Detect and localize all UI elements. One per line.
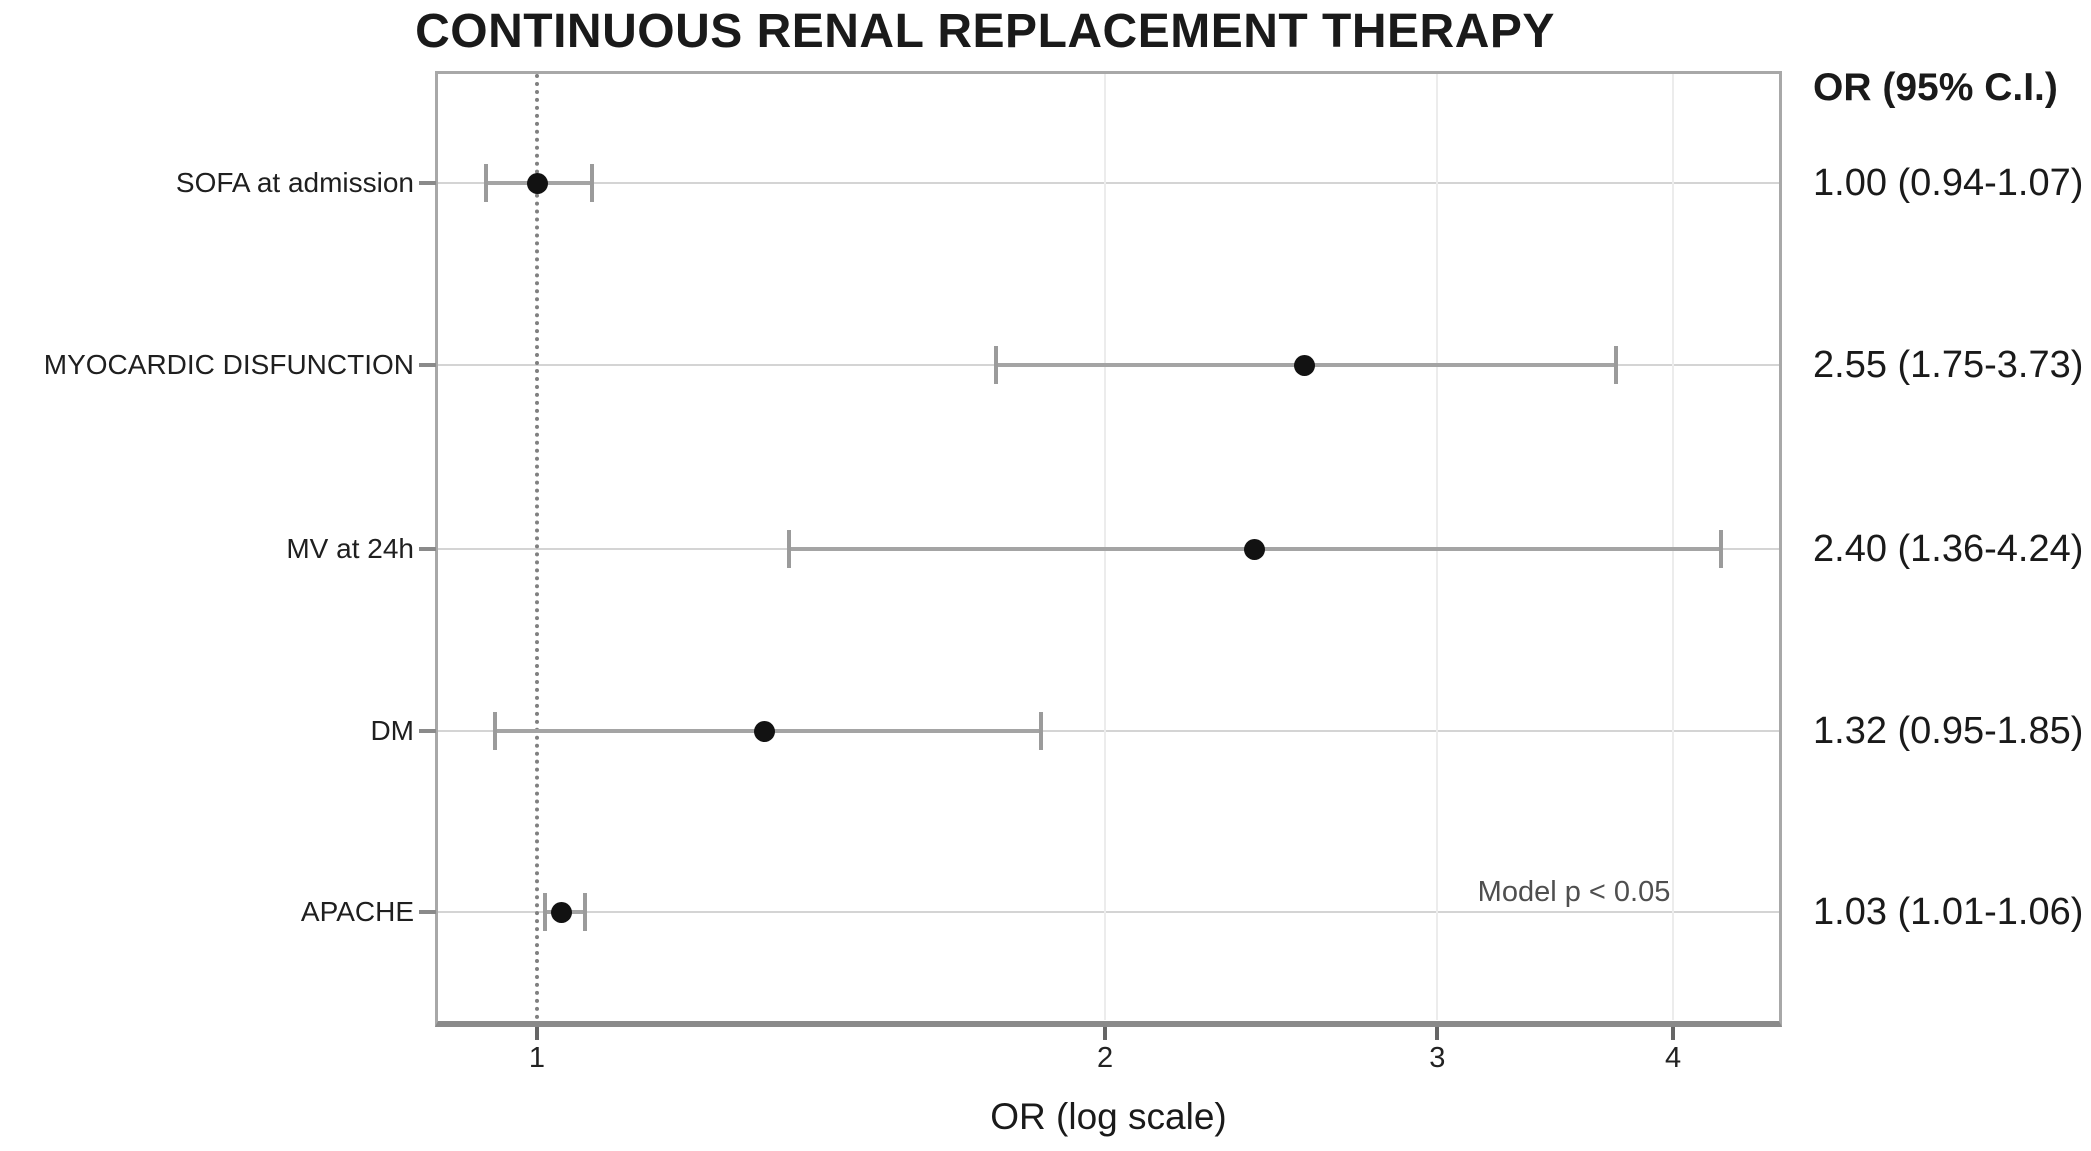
ci-cap-left (492, 712, 497, 750)
ci-cap-right (582, 893, 587, 931)
x-tick-label: 2 (1096, 1042, 1114, 1074)
or-marker (526, 172, 548, 194)
ci-cap-left (543, 893, 548, 931)
or-marker (550, 901, 572, 923)
ci-cap-left (993, 346, 998, 384)
y-tick (419, 910, 436, 914)
or-value: 2.55 (1.75-3.73) (1813, 344, 2084, 386)
or-marker (1243, 538, 1265, 560)
x-tick (1435, 1027, 1440, 1040)
x-tick-label: 3 (1429, 1042, 1446, 1074)
or-column-header: OR (95% C.I.) (1813, 66, 2058, 109)
ci-cap-left (484, 164, 489, 202)
ci-cap-right (1039, 712, 1044, 750)
h-gridline (438, 182, 1779, 184)
x-tick-label: 1 (528, 1042, 546, 1074)
x-axis-label: OR (log scale) (990, 1096, 1227, 1137)
h-gridline (438, 911, 1779, 913)
or-marker (754, 720, 776, 742)
or-value: 1.32 (0.95-1.85) (1813, 710, 2084, 752)
category-label: SOFA at admission (175, 167, 414, 198)
chart-title: CONTINUOUS RENAL REPLACEMENT THERAPY (415, 5, 1555, 58)
h-gridline (438, 730, 1779, 732)
x-tick (1103, 1027, 1108, 1040)
or-value: 2.40 (1.36-4.24) (1813, 528, 2084, 570)
category-label: MV at 24h (286, 533, 414, 564)
category-label: DM (370, 715, 414, 746)
model-p-annotation: Model p < 0.05 (1477, 876, 1671, 908)
ci-cap-right (1718, 530, 1723, 568)
or-marker (1293, 354, 1315, 376)
x-tick (535, 1027, 539, 1040)
or-value: 1.03 (1.01-1.06) (1813, 891, 2084, 933)
ci-cap-right (590, 164, 595, 202)
y-tick (419, 181, 436, 185)
category-label: APACHE (300, 896, 414, 927)
y-tick (419, 363, 436, 367)
ci-cap-right (1613, 346, 1618, 384)
y-tick (419, 547, 436, 551)
reference-line (535, 74, 539, 1020)
x-tick (1671, 1027, 1676, 1040)
ci-cap-left (786, 530, 791, 568)
x-tick-label: 4 (1665, 1042, 1682, 1074)
plot-panel (435, 71, 1782, 1027)
category-label: MYOCARDIC DISFUNCTION (43, 349, 414, 380)
y-tick (419, 729, 436, 733)
or-value: 1.00 (0.94-1.07) (1813, 162, 2084, 204)
